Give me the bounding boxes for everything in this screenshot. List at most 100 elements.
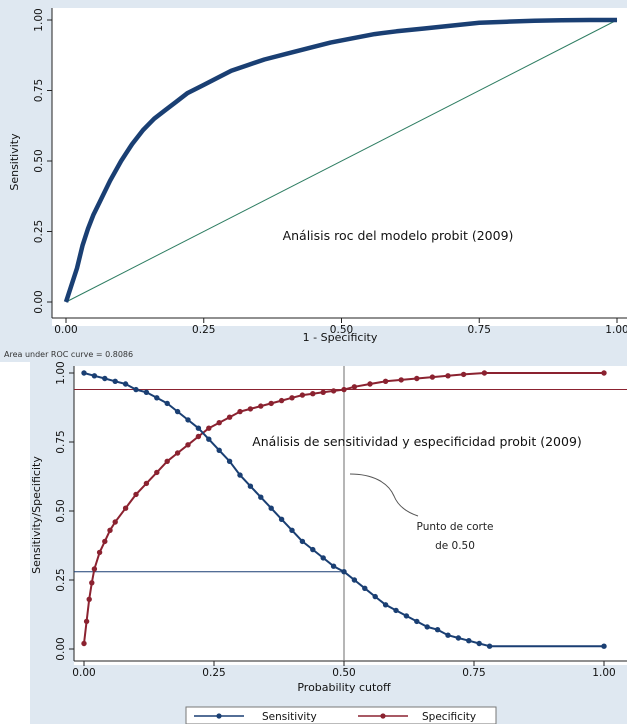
specificity-point xyxy=(122,505,129,511)
roc-x-tick-label: 0.50 xyxy=(330,324,353,336)
specificity-point xyxy=(133,491,139,498)
specificity-point xyxy=(143,480,150,487)
roc-y-tick-label: 1.00 xyxy=(33,8,45,31)
specificity-point xyxy=(91,566,98,572)
roc-annotation: Análisis roc del modelo probit (2009) xyxy=(283,228,514,243)
sensitivity-point xyxy=(476,640,482,647)
specificity-point xyxy=(414,375,420,382)
specificity-point xyxy=(237,408,243,415)
sensitivity-point xyxy=(320,555,326,561)
specificity-point xyxy=(310,391,316,397)
sensitivity-point xyxy=(112,378,118,384)
sensitivity-point xyxy=(206,436,212,442)
legend-sensitivity-marker xyxy=(216,713,222,719)
sensitivity-point xyxy=(268,505,274,511)
specificity-point xyxy=(382,378,389,384)
cutoff-plot-area xyxy=(74,366,627,665)
cutoff-y-axis-title: Sensitivity/Specificity xyxy=(30,456,43,574)
sensitivity-point xyxy=(226,458,233,464)
specificity-point xyxy=(86,596,92,602)
cutoff-x-tick-label: 0.00 xyxy=(72,667,95,679)
specificity-point xyxy=(206,425,212,431)
roc-y-axis-title: Sensitivity xyxy=(8,133,21,191)
sensitivity-point xyxy=(372,593,378,600)
roc-series-group xyxy=(63,17,618,303)
sensitivity-point xyxy=(164,400,170,407)
roc-x-axis-title: 1 - Specificity xyxy=(303,331,378,344)
cutoff-y-ticks: 0.00 0.25 0.50 0.75 1.00 xyxy=(55,361,74,661)
sensitivity-point xyxy=(154,395,160,401)
sensitivity-point xyxy=(278,516,285,522)
specificity-point xyxy=(460,371,467,378)
roc-x-ticks: 0.00 0.25 0.50 0.75 1.00 xyxy=(54,318,627,336)
roc-x-tick-label: 0.00 xyxy=(54,324,77,336)
specificity-point xyxy=(330,388,337,394)
roc-chart: 0.00 0.25 0.50 0.75 1.00 0.00 0.25 0.50 0.75 1.0… xyxy=(0,0,627,362)
sensitivity-point xyxy=(403,613,410,619)
legend-sensitivity-label: Sensitivity xyxy=(262,711,317,723)
specificity-point xyxy=(226,414,233,420)
cutoff-y-tick-label: 0.00 xyxy=(55,637,67,660)
cutoff-y-tick-label: 0.75 xyxy=(55,430,67,453)
sensitivity-point xyxy=(330,563,337,569)
roc-y-tick-label: 0.50 xyxy=(33,149,45,172)
roc-y-ticks: 0.00 0.25 0.50 0.75 1.00 xyxy=(33,8,52,314)
sensitivity-point xyxy=(289,527,295,533)
specificity-point xyxy=(112,519,118,525)
roc-x-tick-label: 0.25 xyxy=(192,324,215,336)
callout-line-1: Punto de corte xyxy=(417,521,494,533)
sensitivity-point xyxy=(382,602,389,608)
roc-y-tick-label: 0.75 xyxy=(33,79,45,102)
specificity-point xyxy=(185,442,191,448)
sensitivity-point xyxy=(414,618,420,625)
specificity-point xyxy=(367,381,373,387)
cutoff-x-tick-label: 1.00 xyxy=(592,667,615,679)
roc-area-note: Area under ROC curve = 0.8086 xyxy=(4,350,133,359)
specificity-point xyxy=(216,420,222,426)
cutoff-y-tick-label: 0.25 xyxy=(55,568,67,591)
sensitivity-point xyxy=(122,381,129,387)
sensitivity-point xyxy=(185,417,191,423)
cutoff-x-tick-label: 0.50 xyxy=(332,667,355,679)
sensitivity-point xyxy=(455,635,462,641)
specificity-point xyxy=(299,392,306,398)
roc-x-tick-label: 1.00 xyxy=(605,324,627,336)
sensitivity-point xyxy=(247,483,254,489)
sensitivity-point xyxy=(81,370,87,376)
specificity-point xyxy=(320,389,326,395)
specificity-point xyxy=(102,538,108,545)
specificity-point xyxy=(164,458,170,464)
sensitivity-point xyxy=(434,627,441,633)
callout-line-2: de 0.50 xyxy=(435,540,475,552)
sensitivity-point xyxy=(143,389,150,395)
specificity-point xyxy=(481,370,488,376)
roc-y-tick-label: 0.00 xyxy=(33,290,45,313)
sensitivity-point xyxy=(393,607,399,614)
specificity-point xyxy=(351,384,358,390)
roc-x-tick-label: 0.75 xyxy=(468,324,491,336)
sensitivity-point xyxy=(91,373,98,379)
sensitivity-point xyxy=(174,408,181,415)
cutoff-series-group xyxy=(81,370,607,649)
roc-curve-line xyxy=(63,17,617,303)
roc-y-tick-label: 0.25 xyxy=(33,220,45,243)
cutoff-chart: 0.00 0.25 0.50 0.75 1.00 0.00 0.25 0.50 0.75 1.0… xyxy=(30,361,627,725)
specificity-point xyxy=(96,549,103,556)
reference-diagonal-line xyxy=(65,19,618,303)
sensitivity-point xyxy=(466,638,472,644)
specificity-point xyxy=(289,395,295,401)
sensitivity-point xyxy=(237,472,243,478)
cutoff-y-tick-label: 0.50 xyxy=(55,499,67,522)
sensitivity-point xyxy=(133,386,139,393)
specificity-point xyxy=(81,640,87,647)
callout-arrow xyxy=(349,473,419,517)
cutoff-x-tick-label: 0.75 xyxy=(462,667,485,679)
sensitivity-point xyxy=(486,643,493,649)
sensitivity-point xyxy=(362,585,368,591)
sensitivity-point xyxy=(341,569,347,575)
specificity-point xyxy=(195,433,202,440)
cutoff-annotation: Análisis de sensitividad y especificidad… xyxy=(252,434,582,449)
specificity-point xyxy=(258,403,264,409)
